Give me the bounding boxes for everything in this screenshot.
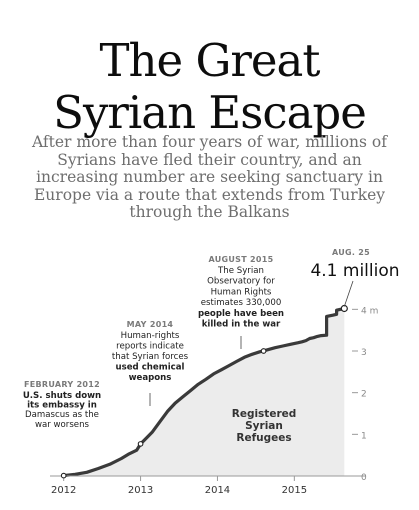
annotation-text-line: killed in the war xyxy=(202,320,281,330)
x-tick-label: 2015 xyxy=(282,485,307,496)
annotation-date: FEBRUARY 2012 xyxy=(24,380,100,389)
y-tick-label: 3 xyxy=(361,348,367,358)
series-area xyxy=(63,308,345,476)
y-tick-label: 1 xyxy=(361,431,367,441)
annotation-text-line: Human Rights xyxy=(211,287,272,297)
x-tick-label: 2014 xyxy=(205,485,230,496)
y-tick-label: 2 xyxy=(361,390,367,400)
annotation-marker xyxy=(260,348,267,354)
annotation-date: MAY 2014 xyxy=(127,320,174,329)
annotation-marker xyxy=(60,472,67,479)
annotation-text-line: estimates 330,000 xyxy=(201,298,282,308)
x-tick-label: 2013 xyxy=(128,485,153,496)
annotation-date: AUG. 25 xyxy=(332,248,370,257)
annotation-leader xyxy=(343,280,354,307)
subtitle: After more than four years of war, milli… xyxy=(31,133,387,221)
series-label-line: Refugees xyxy=(236,432,291,444)
title-line-2: Syrian Escape xyxy=(53,86,367,139)
annotation-text-line: its embassy in xyxy=(27,401,97,411)
annotation-text-line: weapons xyxy=(129,373,172,383)
annotation-text-line: Damascus as the xyxy=(25,410,99,420)
annotation-text-line: used chemical xyxy=(116,363,185,373)
annotation-marker xyxy=(137,441,144,447)
y-tick-label: 0 xyxy=(361,473,367,483)
annotation-text-line: reports indicate xyxy=(116,342,184,352)
series-label-line: Syrian xyxy=(245,420,283,432)
series-label-line: Registered xyxy=(232,408,297,420)
annotation-date: AUGUST 2015 xyxy=(208,255,273,264)
y-tick-label: 4 m xyxy=(361,306,378,316)
annotation-text-line: U.S. shuts down xyxy=(23,391,101,401)
annotation-text-line: Observatory for xyxy=(207,277,275,287)
annotation-headline: 4.1 million xyxy=(310,261,399,281)
annotation-text-line: that Syrian forces xyxy=(112,352,189,362)
annotation-text-line: The Syrian xyxy=(217,266,264,276)
series-line xyxy=(63,306,345,478)
annotation-text-line: war worsens xyxy=(35,420,90,430)
title-line-1: The Great xyxy=(99,34,321,87)
annotation-text-line: people have been xyxy=(198,309,284,319)
x-tick-label: 2012 xyxy=(51,485,76,496)
annotation-text-line: Human-rights xyxy=(121,331,180,341)
